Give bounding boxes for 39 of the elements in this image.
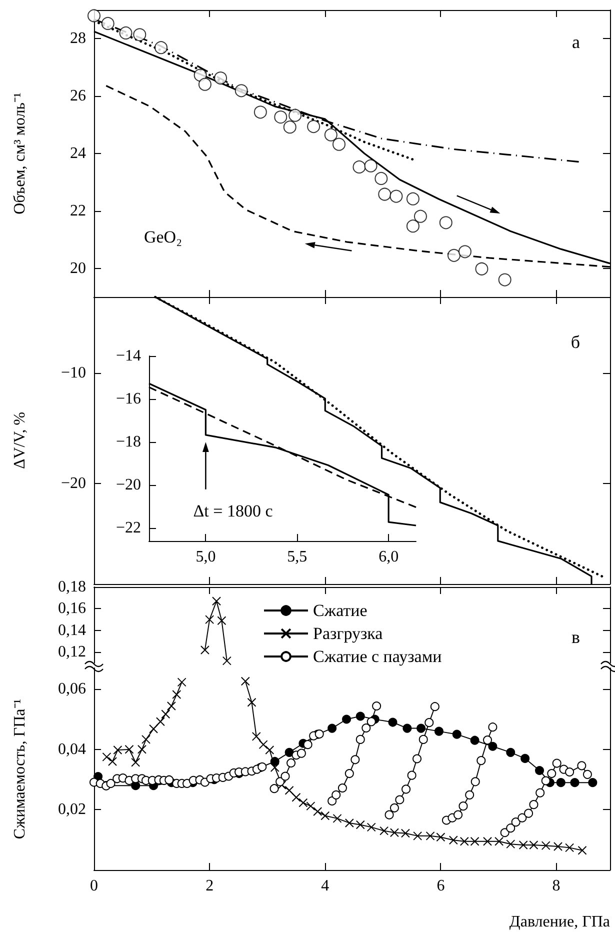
y-tick-label: −16 [116, 390, 141, 408]
y-tick-label: 20 [70, 260, 86, 277]
y-tick-label: −18 [116, 434, 141, 451]
x-tick-label: 4 [321, 878, 330, 894]
y-tick-label: 0,04 [58, 740, 86, 758]
legend-label: Сжатие [313, 601, 368, 620]
x-tick-label: 5,0 [196, 548, 216, 566]
y-axis-title: ΔV/V, % [12, 412, 28, 470]
x-tick-label: 2 [206, 878, 214, 894]
y-tick-label: 24 [70, 145, 86, 162]
x-tick-label: 0 [90, 878, 98, 894]
text: б [570, 332, 580, 352]
y-tick-label: −22 [116, 520, 141, 537]
y-tick-label: 0,06 [58, 680, 86, 698]
y-tick-label: 28 [70, 30, 86, 48]
x-tick-label: 6 [436, 878, 445, 894]
x-axis-title: Давление, ГПа [509, 914, 610, 930]
y-tick-label: −20 [116, 476, 141, 494]
y-tick-label: 22 [70, 202, 86, 220]
text: а [572, 32, 580, 52]
y-tick-label: 0,18 [58, 578, 86, 596]
annotation: GeO₂ [144, 228, 182, 246]
y-axis-title: Объем, см³ моль⁻¹ [12, 92, 28, 214]
y-tick-label: −14 [116, 348, 141, 364]
y-tick-label: 0,16 [58, 600, 86, 618]
x-tick-label: 5,5 [287, 548, 308, 566]
y-tick-label: 0,12 [58, 644, 86, 661]
y-tick-label: 26 [70, 88, 86, 105]
annotation: Δt = 1800 с [193, 502, 274, 520]
x-tick-label: 6,0 [378, 548, 399, 566]
text: в [572, 627, 580, 647]
y-tick-label: 0,14 [58, 622, 86, 639]
legend-label: Сжатие с паузами [313, 647, 442, 666]
y-tick-label: 0,02 [58, 801, 86, 818]
y-tick-label: −10 [60, 364, 86, 382]
y-axis-title: Сжимаемость, ГПа⁻¹ [12, 698, 28, 840]
legend-label: Разгрузка [313, 624, 384, 643]
y-tick-label: −20 [60, 475, 86, 492]
x-tick-label: 8 [552, 878, 560, 894]
